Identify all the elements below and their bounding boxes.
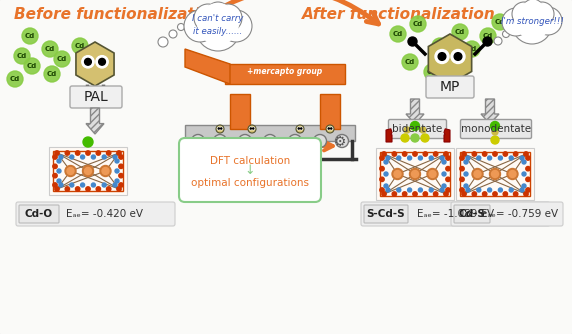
Text: Cd: Cd	[483, 33, 493, 39]
Circle shape	[117, 187, 121, 191]
Text: Cd: Cd	[47, 71, 57, 77]
Circle shape	[466, 156, 470, 160]
Circle shape	[192, 135, 205, 148]
Circle shape	[423, 152, 427, 156]
Circle shape	[397, 188, 401, 192]
Circle shape	[477, 156, 481, 160]
Circle shape	[214, 4, 242, 32]
Circle shape	[328, 128, 329, 129]
Circle shape	[491, 170, 499, 177]
Circle shape	[451, 49, 465, 63]
Circle shape	[410, 168, 420, 179]
Circle shape	[502, 30, 510, 37]
Circle shape	[526, 188, 530, 192]
Circle shape	[65, 151, 70, 155]
Circle shape	[220, 127, 223, 130]
Circle shape	[113, 155, 117, 159]
Circle shape	[503, 192, 507, 196]
Text: DFT calculation: DFT calculation	[210, 156, 290, 166]
Circle shape	[502, 8, 530, 36]
Text: ↓: ↓	[245, 165, 255, 177]
Circle shape	[83, 137, 93, 147]
Circle shape	[494, 37, 502, 45]
Circle shape	[384, 172, 388, 176]
Circle shape	[509, 156, 513, 160]
Circle shape	[221, 128, 222, 129]
Circle shape	[460, 188, 464, 192]
Circle shape	[460, 156, 464, 160]
Text: Eₐₑ= -0.420 eV: Eₐₑ= -0.420 eV	[66, 209, 144, 219]
FancyBboxPatch shape	[16, 202, 175, 226]
Circle shape	[498, 188, 502, 192]
Circle shape	[7, 71, 23, 87]
Polygon shape	[406, 99, 424, 124]
Circle shape	[408, 188, 412, 192]
Circle shape	[492, 129, 498, 135]
Circle shape	[119, 173, 123, 178]
FancyBboxPatch shape	[19, 205, 59, 223]
Circle shape	[392, 152, 396, 156]
Circle shape	[418, 188, 422, 192]
Circle shape	[82, 166, 93, 176]
Polygon shape	[230, 94, 250, 129]
Circle shape	[507, 168, 518, 179]
Text: PAL: PAL	[84, 90, 108, 104]
Circle shape	[526, 156, 530, 160]
Circle shape	[296, 125, 304, 133]
Circle shape	[86, 151, 90, 155]
Circle shape	[65, 166, 76, 176]
Circle shape	[297, 127, 300, 130]
Circle shape	[264, 135, 276, 148]
Circle shape	[512, 4, 552, 44]
Polygon shape	[428, 34, 472, 84]
Circle shape	[429, 188, 433, 192]
Circle shape	[442, 184, 446, 188]
Polygon shape	[225, 64, 345, 84]
Circle shape	[216, 125, 224, 133]
Circle shape	[493, 152, 497, 156]
Circle shape	[403, 152, 407, 156]
Circle shape	[487, 156, 491, 160]
Circle shape	[404, 127, 410, 133]
Circle shape	[220, 10, 252, 42]
Text: Cd: Cd	[45, 46, 55, 52]
FancyBboxPatch shape	[70, 86, 122, 108]
Circle shape	[92, 183, 96, 187]
Circle shape	[98, 58, 105, 65]
Circle shape	[526, 177, 530, 182]
Circle shape	[524, 192, 528, 196]
Text: optimal configurations: optimal configurations	[191, 178, 309, 188]
Text: Cd-S: Cd-S	[459, 209, 486, 219]
Circle shape	[158, 37, 168, 47]
Circle shape	[288, 135, 301, 148]
Text: MP: MP	[440, 80, 460, 94]
Circle shape	[194, 4, 222, 32]
Circle shape	[67, 167, 74, 174]
Circle shape	[82, 56, 94, 68]
Circle shape	[53, 173, 57, 178]
Circle shape	[102, 167, 109, 174]
Circle shape	[57, 159, 61, 163]
FancyBboxPatch shape	[179, 138, 321, 202]
Circle shape	[70, 183, 74, 187]
Circle shape	[444, 152, 448, 156]
Text: Cd: Cd	[10, 76, 20, 82]
Circle shape	[454, 53, 462, 60]
Text: Cd: Cd	[467, 46, 477, 52]
Circle shape	[440, 156, 444, 160]
Circle shape	[464, 160, 468, 164]
Circle shape	[301, 128, 302, 129]
Text: I can't carry
it easily......: I can't carry it easily......	[192, 14, 244, 36]
Circle shape	[462, 192, 466, 196]
Circle shape	[169, 30, 177, 38]
Polygon shape	[185, 49, 230, 84]
Polygon shape	[481, 99, 499, 124]
Text: Cd: Cd	[27, 63, 37, 69]
Circle shape	[411, 170, 419, 177]
Circle shape	[510, 25, 516, 31]
Circle shape	[520, 156, 524, 160]
Circle shape	[85, 58, 92, 65]
Text: After functionalization: After functionalization	[302, 7, 496, 22]
Circle shape	[119, 183, 123, 187]
